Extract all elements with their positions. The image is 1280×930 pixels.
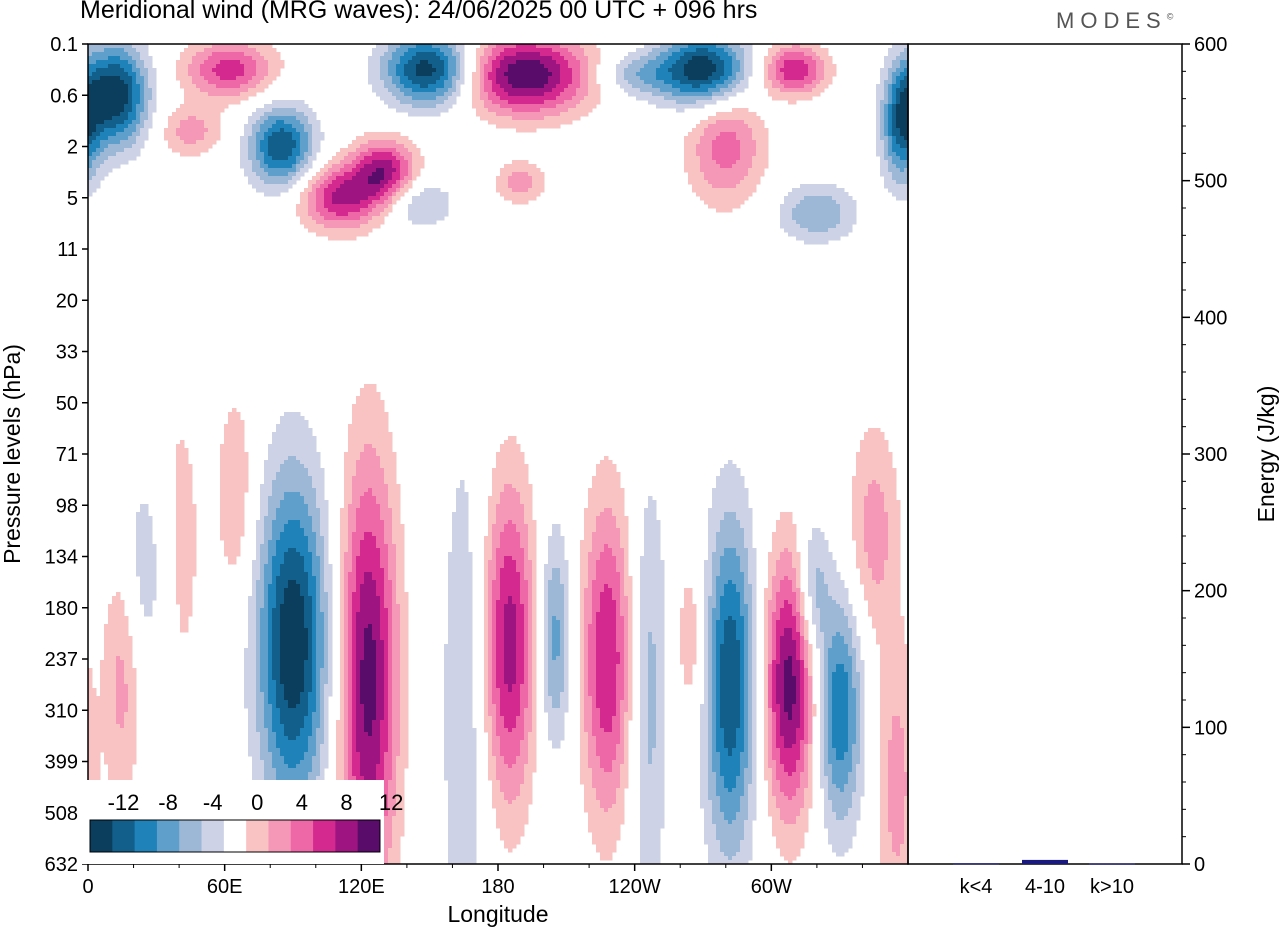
pressure-tick-label: 33 [56, 342, 78, 364]
colorbar-swatch [156, 820, 180, 852]
longitude-tick-label: 180 [481, 876, 514, 898]
energy-bar [953, 863, 999, 865]
pressure-tick-label: 632 [45, 854, 78, 876]
pressure-tick-label: 2 [67, 137, 78, 159]
colorbar-frame [89, 819, 381, 853]
energy-category-label: k>10 [1090, 876, 1134, 898]
colorbar-swatch [290, 820, 314, 852]
pressure-tick-label: 5 [67, 188, 78, 210]
energy-categories: k<4 4-10 k>10 [960, 876, 1134, 898]
pressure-tick-label: 0.6 [50, 85, 78, 107]
colorbar-label: 4 [296, 790, 308, 815]
pressure-tick-label: 508 [45, 803, 78, 825]
energy-axis-title: Energy (J/kg) [1253, 386, 1279, 523]
pressure-tick-label: 134 [45, 547, 78, 569]
longitude-tick-label: 120W [609, 876, 661, 898]
colorbar-label: 12 [379, 790, 403, 815]
energy-bar [1022, 859, 1068, 864]
colorbar-swatch [357, 820, 381, 852]
energy-category-label: 4-10 [1025, 876, 1065, 898]
energy-tick-label: 100 [1194, 717, 1227, 739]
energy-axis: 0 100 200 300 400 500 600 [1182, 34, 1227, 876]
colorbar-swatch [134, 820, 158, 852]
colorbar-swatch [179, 820, 202, 852]
colorbar-swatch [268, 820, 292, 852]
longitude-tick-label: 60W [751, 876, 792, 898]
energy-tick-label: 300 [1194, 444, 1227, 466]
pressure-tick-label: 71 [56, 444, 78, 466]
colorbar-label: -4 [203, 790, 223, 815]
pressure-tick-label: 310 [45, 700, 78, 722]
colorbar-label: 8 [340, 790, 352, 815]
colorbar-swatch [223, 820, 247, 852]
colorbar-swatch [90, 820, 113, 852]
colorbar-swatch [313, 820, 336, 852]
longitude-tick-label: 120E [338, 876, 385, 898]
pressure-tick-label: 98 [56, 495, 78, 517]
chart-title: Meridional wind (MRG waves): 24/06/2025 … [80, 0, 758, 24]
pressure-tick-label: 237 [45, 649, 78, 671]
energy-category-label: k<4 [960, 876, 993, 898]
longitude-tick-label: 60E [207, 876, 243, 898]
colorbar-label: 0 [251, 790, 263, 815]
colorbar-swatch [246, 820, 269, 852]
logo-mark: © [1166, 11, 1174, 22]
heatmap-field [88, 44, 908, 864]
energy-tick-label: 200 [1194, 581, 1227, 603]
colorbar-label: -12 [108, 790, 140, 815]
colorbar: -12 -8 -4 0 4 8 12 [82, 780, 403, 864]
pressure-axis: 0.1 0.6 2 5 11 20 33 50 71 98 134 180 237 310 399 508 63… [45, 34, 88, 876]
pressure-tick-label: 11 [57, 239, 78, 261]
y-axis-title: Pressure levels (hPa) [0, 344, 25, 564]
pressure-tick-label: 180 [45, 598, 78, 620]
colorbar-label: -8 [158, 790, 178, 815]
energy-tick-label: 600 [1194, 34, 1227, 56]
x-axis-title: Longitude [447, 901, 548, 927]
colorbar-swatch [335, 820, 359, 852]
colorbar-swatch [112, 820, 136, 852]
energy-tick-label: 500 [1194, 171, 1227, 193]
pressure-tick-label: 399 [45, 752, 78, 774]
energy-frame [907, 43, 1183, 865]
pressure-tick-label: 0.1 [50, 34, 78, 56]
pressure-tick-label: 20 [56, 290, 78, 312]
energy-tick-label: 400 [1194, 307, 1227, 329]
longitude-axis: 0 60E 120E 180 120W 60W [82, 864, 863, 898]
energy-tick-label: 0 [1194, 854, 1205, 876]
energy-bar [1089, 863, 1135, 865]
pressure-tick-label: 50 [56, 393, 78, 415]
longitude-tick-label: 0 [82, 876, 93, 898]
energy-bars [953, 859, 1135, 865]
colorbar-swatch [201, 820, 225, 852]
logo-text: MODES [1056, 8, 1167, 33]
modes-logo: MODES© [1056, 8, 1173, 34]
